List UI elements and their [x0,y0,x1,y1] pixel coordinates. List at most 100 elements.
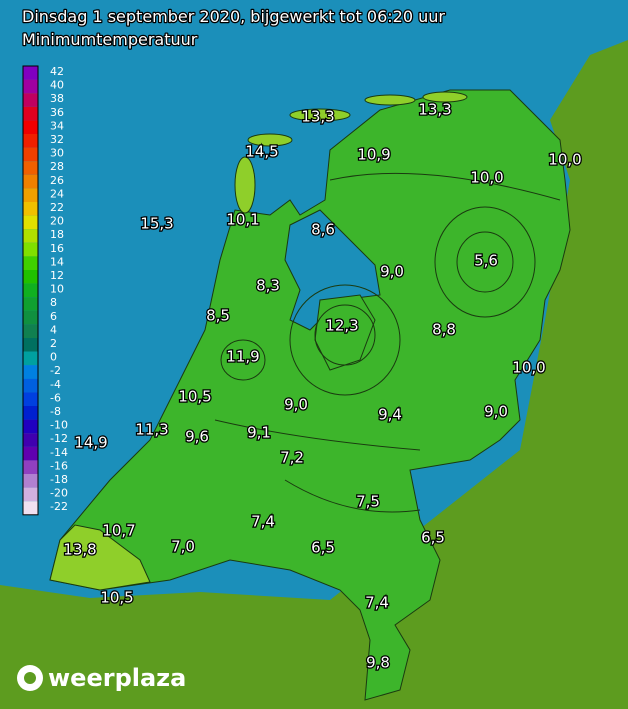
legend-swatch [23,147,38,162]
legend-label: 6 [50,310,57,323]
station-temperature: 5,6 [474,252,498,270]
legend-swatch [23,256,38,270]
legend-swatch [23,242,38,257]
legend-swatch [23,487,38,502]
legend-swatch [23,310,38,325]
legend-label: 20 [50,215,64,228]
station-temperature: 8,6 [311,221,335,239]
station-temperature: 10,5 [100,589,133,607]
legend-label: 40 [50,79,64,92]
legend-label: 24 [50,187,64,200]
station-temperature: 8,3 [256,277,280,295]
title: Dinsdag 1 september 2020, bijgewerkt tot… [22,7,445,26]
isotherm [289,284,401,396]
legend-swatch [23,106,38,121]
station-temperature: 7,2 [280,449,304,467]
legend-label: 30 [50,147,64,160]
station-temperature: 10,5 [178,388,211,406]
legend-swatch [23,120,38,134]
station-temperature: 10,0 [470,169,503,187]
legend-label: -18 [50,473,68,486]
station-temperature: 9,1 [247,424,271,442]
station-temperature: 10,7 [102,522,135,540]
legend-label: 14 [50,255,64,268]
station-temperature: 14,5 [245,143,278,161]
station-temperature: 8,5 [206,307,230,325]
logo: weerplaza [48,664,186,692]
legend-label: 8 [50,296,57,309]
legend-swatch [23,392,38,406]
legend-swatch [23,433,38,447]
legend-label: -10 [50,419,68,432]
station-temperature: 14,9 [74,434,107,452]
legend-swatch [23,338,38,352]
legend-label: 28 [50,160,64,173]
station-temperature: 9,4 [378,406,402,424]
legend-swatch [23,474,38,488]
legend-label: 38 [50,92,64,105]
legend-label: 22 [50,201,64,214]
stations: 13,3 13,3 14,5 10,9 10,0 10,0 15,3 10,1 8,6 9,0 5,… [62,99,583,673]
legend-label: -4 [50,378,61,391]
legend-label: 32 [50,133,64,146]
station-temperature: 7,5 [356,493,380,511]
island [234,156,256,214]
station-temperature: 12,3 [325,317,358,335]
legend-swatch [23,188,38,202]
station-temperature: 8,8 [432,321,456,339]
legend-swatch [23,93,38,107]
isotherm [434,206,536,318]
legend-swatch [23,174,38,189]
island [247,133,293,147]
logo-icon-inner [24,672,36,684]
island [422,91,468,103]
subtitle: Minimumtemperatuur [22,30,198,49]
station-temperature: 7,4 [251,513,275,531]
legend-label: 34 [50,119,64,132]
legend-swatch [23,229,38,243]
legend-label: 10 [50,283,64,296]
station-temperature: 9,6 [185,428,209,446]
legend-label: 16 [50,242,64,255]
station-temperature: 11,3 [135,421,168,439]
legend-label: 12 [50,269,64,282]
station-temperature: 11,9 [226,348,259,366]
legend-label: -20 [50,487,68,500]
isotherm [314,304,376,366]
legend-swatch [23,378,38,393]
legend-swatch [23,406,38,420]
legend-swatch [23,501,38,515]
island [364,94,416,106]
station-temperature: 9,8 [366,654,390,672]
legend-label: -22 [50,500,68,513]
isotherm [456,231,514,293]
legend-swatch [23,215,38,230]
legend-label: -14 [50,446,68,459]
legend-label: 42 [50,65,64,78]
station-temperature: 9,0 [284,396,308,414]
legend-swatch [23,351,38,366]
isotherm [214,172,561,513]
isotherm [220,339,266,381]
zeeland [49,524,151,591]
legend-label: 4 [50,323,57,336]
station-temperature: 10,0 [512,359,545,377]
legend-label: 18 [50,228,64,241]
station-temperature: 10,1 [226,211,259,229]
legend-label: -2 [50,364,61,377]
legend-swatch [23,283,38,298]
legend-label: -16 [50,459,68,472]
station-temperature: 6,5 [421,529,445,547]
legend-label: 26 [50,174,64,187]
legend-label: 2 [50,337,57,350]
station-temperature: 15,3 [140,215,173,233]
legend-swatch [23,66,38,80]
legend-label: 0 [50,351,57,364]
legend-swatch [23,446,38,461]
station-temperature: 6,5 [311,539,335,557]
legend-label: 36 [50,106,64,119]
legend-label: -12 [50,432,68,445]
legend-swatch [23,270,38,284]
legend-swatch [23,419,38,434]
